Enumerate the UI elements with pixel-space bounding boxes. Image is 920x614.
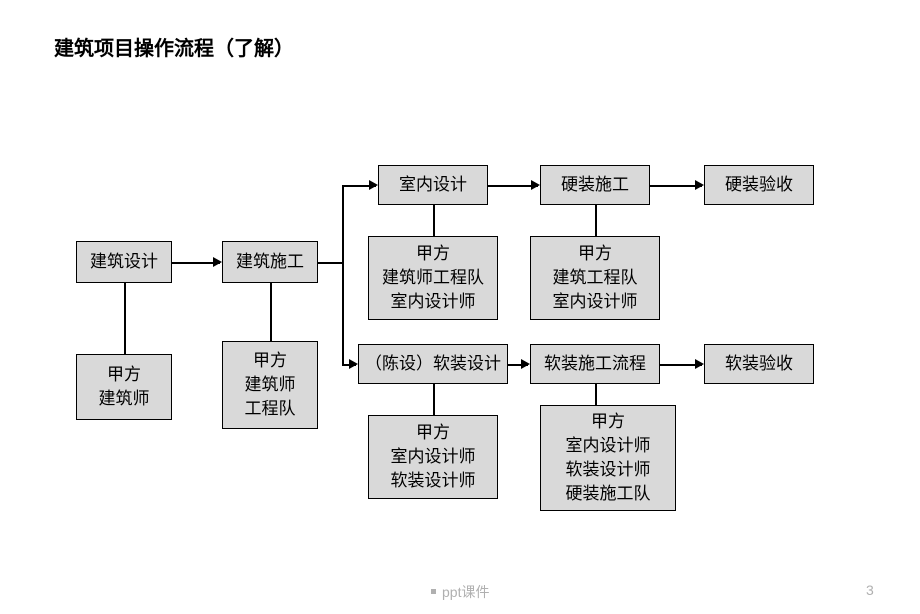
arrow-icon (369, 180, 378, 190)
node-n2: 建筑施工 (222, 241, 318, 283)
node-n4: 硬装施工 (540, 165, 650, 205)
node-n5: 硬装验收 (704, 165, 814, 205)
arrow-icon (213, 257, 222, 267)
node-n1b: 甲方 建筑师 (76, 354, 172, 420)
page-title: 建筑项目操作流程（了解） (54, 32, 294, 61)
node-n3: 室内设计 (378, 165, 488, 205)
edge-segment (270, 283, 272, 341)
page-number: 3 (866, 582, 874, 598)
edge-segment (595, 384, 597, 405)
node-n3b: 甲方 建筑师工程队 室内设计师 (368, 236, 498, 320)
node-n8: 软装验收 (704, 344, 814, 384)
edge-segment (433, 205, 435, 236)
arrow-icon (349, 359, 358, 369)
edge-segment (342, 262, 344, 364)
node-n1: 建筑设计 (76, 241, 172, 283)
node-n6b: 甲方 室内设计师 软装设计师 (368, 415, 498, 499)
node-n4b: 甲方 建筑工程队 室内设计师 (530, 236, 660, 320)
arrow-icon (695, 180, 704, 190)
footer-label: ppt课件 (442, 582, 489, 602)
arrow-icon (695, 359, 704, 369)
node-n7: 软装施工流程 (530, 344, 660, 384)
node-n6: （陈设）软装设计 (358, 344, 508, 384)
footer-dot (431, 589, 436, 594)
arrow-icon (531, 180, 540, 190)
arrow-icon (521, 359, 530, 369)
edge-segment (318, 262, 342, 264)
edge-segment (595, 205, 597, 236)
edge-segment (342, 185, 344, 262)
node-n7b: 甲方 室内设计师 软装设计师 硬装施工队 (540, 405, 676, 511)
node-n2b: 甲方 建筑师 工程队 (222, 341, 318, 429)
edge-segment (433, 384, 435, 415)
edge-segment (124, 283, 126, 354)
